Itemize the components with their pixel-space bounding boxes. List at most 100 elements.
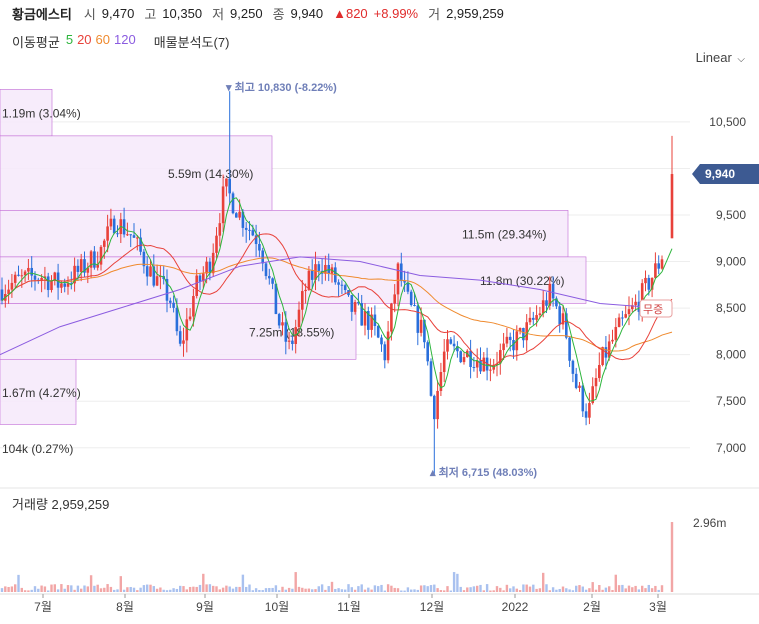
volume-bar [99,588,103,592]
volume-bar [350,587,353,592]
candle-body [634,301,637,306]
price-header: 황금에스티 시 9,470 고 10,350 저 9,250 종 9,940 ▲… [12,3,508,23]
candle-body [112,218,116,234]
volume-bar [466,587,469,592]
volume-bar [93,585,96,592]
candle-body [30,267,33,276]
volume-bar [462,590,466,592]
candle-body [261,250,264,264]
volume-bar [617,585,621,592]
candle-body [479,360,482,372]
ma-label[interactable]: 이동평균 [12,35,60,50]
volume-bar [218,589,221,592]
candle-body [106,226,109,241]
candle-body [611,339,614,342]
candle-body [627,309,631,315]
candle-body [541,300,545,314]
volume-bar [416,589,419,592]
ma-60[interactable]: 60 [95,32,111,47]
candle-body [149,266,152,277]
candle-body [301,291,304,310]
volume-bar [545,584,548,592]
volume-value: 2,959,259 [446,5,504,21]
candle-body [188,316,192,320]
candle-body [561,313,565,325]
x-tick-label: 2022 [502,600,529,614]
candle-body [363,311,367,326]
current-price-tag [692,164,759,185]
volume-bar [532,584,535,592]
x-tick-label: 3월 [649,600,667,614]
volume-profile-label[interactable]: 매물분석도(7) [153,35,230,50]
ma-120[interactable]: 120 [114,32,136,47]
candle-body [192,295,195,317]
candle-body [268,276,271,279]
ma-5[interactable]: 5 [65,32,74,47]
candle-body [208,261,212,274]
volume-bar [670,522,674,592]
volume-bar [162,589,165,592]
candle-body [548,283,552,306]
candle-body [538,313,542,316]
candle-body [508,336,512,341]
volume-bar [4,586,7,592]
volume-bar [386,584,390,592]
volume-profile-label: 11.8m (30.22%) [480,274,565,288]
y-tick-label: 8,000 [716,348,746,362]
volume-bar [604,587,608,592]
candle-body [640,283,644,312]
close-label: 종 [272,6,285,22]
volume-bar [169,589,172,592]
candle-body [449,339,453,344]
candle-body [70,283,73,285]
volume-bar [23,590,27,592]
volume-bar [452,572,456,592]
candle-body [274,283,278,315]
volume-bar [261,590,264,592]
ma60-line [1,257,673,352]
candle-body [598,365,601,379]
volume-bar [512,586,515,592]
candle-body [568,337,571,361]
candle-body [155,276,159,286]
volume-bar [179,585,182,592]
candle-body [340,284,344,286]
volume-bar [264,588,268,592]
candle-body [23,271,27,276]
scale-toggle[interactable]: Linear ⌵ [696,50,745,65]
candle-body [258,244,261,251]
volume-bar [281,586,284,592]
volume-bar [182,586,185,592]
candle-body [413,305,416,307]
x-tick-label: 2월 [583,600,601,614]
volume-profile-bar [0,359,77,425]
volume-bar [86,586,89,592]
ma-20[interactable]: 20 [77,32,92,47]
open-label: 시 [83,6,96,22]
volume-profile-label: 1.19m (3.04%) [2,107,81,121]
volume-bar [96,584,99,592]
volume-bar [396,588,400,592]
volume-bar [37,588,40,592]
volume-bar [578,585,581,592]
low-value: 9,250 [230,5,263,21]
candle-body [558,306,561,325]
volume-bar [370,589,373,592]
volume-bar [278,590,281,592]
volume-bar [106,584,109,592]
volume-bar [624,588,627,592]
y-tick-label: 9,500 [716,208,746,222]
volume-bar [515,588,518,592]
volume-bar [631,587,634,592]
volume-bar [390,585,393,592]
candle-body [152,266,156,286]
volume-bar [60,584,63,592]
candle-body [221,186,225,224]
candle-body [271,278,274,284]
candle-body [565,313,568,338]
candle-body [469,350,472,367]
volume-bar [429,585,433,592]
volume-bar [159,587,162,592]
candle-body [386,331,390,361]
